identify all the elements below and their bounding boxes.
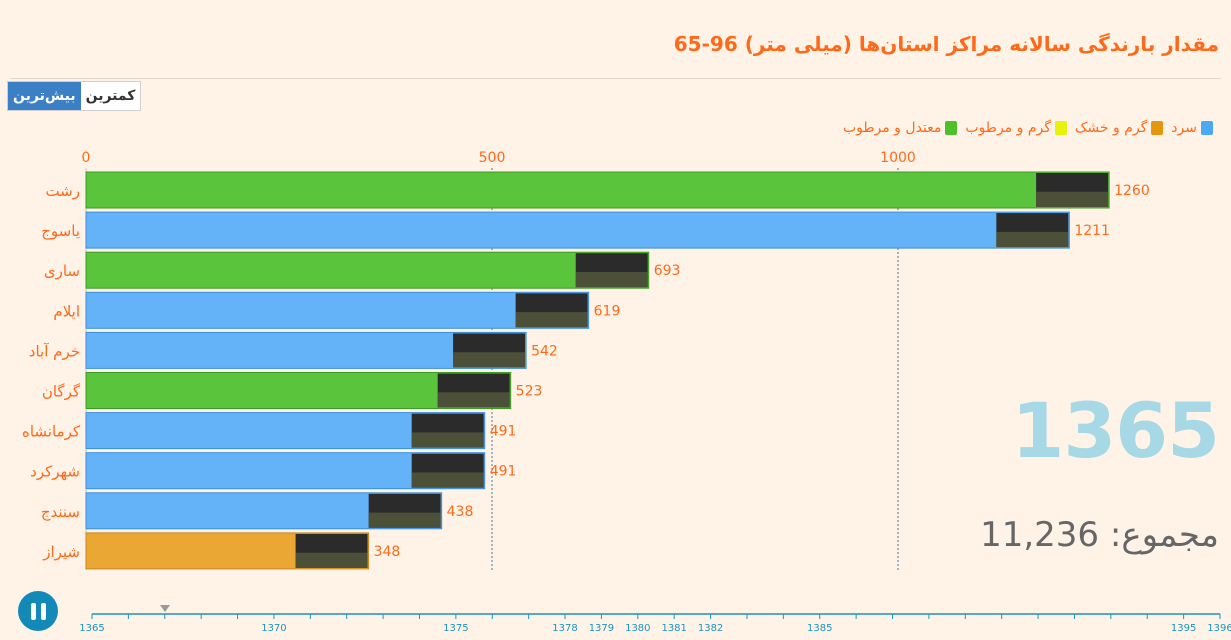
legend-swatch [1151, 121, 1164, 135]
legend-item[interactable]: گرم و خشک [1074, 120, 1164, 136]
legend-label: معتدل و مرطوب [842, 120, 942, 136]
bar-value-label: 438 [447, 504, 474, 520]
bar-thumbnail-detail [411, 432, 484, 448]
timeline-year-label: 1379 [589, 623, 614, 634]
legend-item[interactable]: گرم و مرطوب [965, 120, 1067, 136]
pause-button[interactable] [18, 591, 58, 631]
bar [85, 291, 590, 329]
bar-thumbnail-detail [1036, 191, 1109, 207]
x-tick-label: 0 [82, 150, 91, 166]
legend-label: سرد [1171, 120, 1197, 136]
legend-swatch [945, 121, 958, 135]
x-tick-label: 1000 [880, 150, 916, 166]
category-label: خرم آباد [29, 342, 80, 360]
bar-thumbnail-detail [437, 392, 510, 408]
legend-swatch [1201, 121, 1213, 135]
timeline-year-label: 1385 [807, 623, 832, 634]
bar-thumbnail-detail [515, 312, 588, 328]
sort-min-button[interactable]: کمترین [80, 82, 141, 110]
category-label: رشت [45, 182, 80, 200]
timeline-year-label: 1380 [625, 623, 650, 634]
timeline-year-label: 1381 [661, 623, 686, 634]
bar-thumbnail-detail [996, 231, 1069, 248]
pause-icon [30, 602, 36, 620]
timeline-year-label: 1396 [1207, 623, 1231, 634]
bar-thumbnail-detail [453, 352, 526, 368]
category-label: ساری [44, 262, 80, 280]
timeline-marker-icon [160, 605, 170, 612]
timeline-year-label: 1365 [79, 623, 104, 634]
legend-label: گرم و مرطوب [965, 120, 1051, 136]
timeline-year-label: 1378 [552, 623, 577, 634]
bar [85, 251, 650, 289]
timeline-year-label: 1382 [698, 623, 723, 634]
bar-value-label: 491 [490, 464, 517, 480]
current-year: 1365 [1011, 386, 1220, 475]
title-divider [10, 78, 1221, 79]
bar [85, 331, 527, 369]
category-label: شیراز [42, 543, 80, 561]
bar-value-label: 542 [531, 343, 558, 359]
category-label: یاسوج [41, 222, 80, 241]
sort-max-button[interactable]: بیش‌ترین [8, 82, 81, 110]
pause-icon [40, 602, 46, 620]
legend-item[interactable]: معتدل و مرطوب [842, 120, 958, 136]
bar-value-label: 619 [594, 303, 621, 319]
bar-value-label: 1260 [1114, 183, 1150, 199]
sort-toggle[interactable]: بیش‌ترین کمترین [7, 81, 142, 111]
bar-value-label: 491 [490, 424, 517, 440]
bar [85, 171, 1110, 209]
bar-thumbnail-detail [411, 472, 484, 488]
category-label: گرگان [42, 383, 81, 401]
x-tick-label: 500 [479, 150, 506, 166]
legend-swatch [1054, 121, 1067, 135]
bar-value-label: 523 [516, 384, 543, 400]
bar-value-label: 1211 [1074, 223, 1110, 239]
chart-title: مقدار بارندگی سالانه مراکز استان‌ها (میل… [673, 32, 1219, 56]
category-label: شهرکرد [30, 463, 80, 481]
category-label: سنندج [41, 503, 80, 522]
total-readout: مجموع: 11,236 [980, 515, 1219, 555]
bar-thumbnail-detail [575, 272, 648, 288]
legend-item[interactable]: سرد [1171, 120, 1213, 136]
category-label: کرمانشاه [22, 423, 81, 441]
bar-value-label: 348 [374, 544, 401, 560]
category-label: ایلام [53, 302, 80, 320]
bar [85, 211, 1070, 249]
timeline-year-label: 1375 [443, 623, 468, 634]
bar-thumbnail-detail [295, 552, 368, 568]
legend-label: گرم و خشک [1074, 120, 1148, 136]
bar-thumbnail-detail [368, 512, 441, 528]
legend: معتدل و مرطوب گرم و مرطوب گرم و خشک سرد [843, 120, 1213, 136]
timeline-year-label: 1370 [261, 623, 286, 634]
bar-value-label: 693 [654, 263, 681, 279]
timeline-year-label: 1395 [1171, 623, 1196, 634]
